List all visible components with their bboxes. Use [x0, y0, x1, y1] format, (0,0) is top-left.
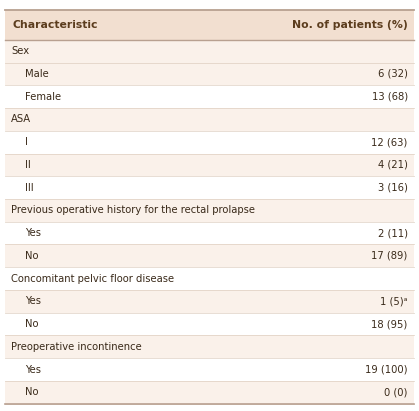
- Text: 13 (68): 13 (68): [372, 92, 408, 102]
- Text: Concomitant pelvic floor disease: Concomitant pelvic floor disease: [11, 274, 174, 284]
- Text: 3 (16): 3 (16): [378, 182, 408, 193]
- Bar: [5, 267, 414, 290]
- Text: 6 (32): 6 (32): [378, 69, 408, 79]
- Bar: [5, 381, 414, 404]
- Text: No: No: [25, 251, 39, 261]
- Bar: [5, 85, 414, 108]
- Text: 1 (5)ᵃ: 1 (5)ᵃ: [380, 296, 408, 306]
- Text: Yes: Yes: [25, 365, 41, 374]
- Bar: [5, 62, 414, 85]
- Text: Preoperative incontinence: Preoperative incontinence: [11, 342, 142, 352]
- Bar: [5, 10, 414, 40]
- Text: 2 (11): 2 (11): [378, 228, 408, 238]
- Text: Characteristic: Characteristic: [13, 20, 98, 30]
- Bar: [5, 199, 414, 222]
- Text: Sex: Sex: [11, 46, 29, 56]
- Text: ASA: ASA: [11, 114, 31, 125]
- Text: No: No: [25, 319, 39, 329]
- Text: III: III: [25, 182, 34, 193]
- Text: Yes: Yes: [25, 296, 41, 306]
- Bar: [5, 358, 414, 381]
- Text: 12 (63): 12 (63): [371, 137, 408, 147]
- Text: II: II: [25, 160, 31, 170]
- Text: Male: Male: [25, 69, 49, 79]
- Bar: [5, 222, 414, 245]
- Text: Yes: Yes: [25, 228, 41, 238]
- Text: 19 (100): 19 (100): [365, 365, 408, 374]
- Bar: [5, 108, 414, 131]
- Bar: [5, 154, 414, 176]
- Bar: [5, 131, 414, 154]
- Bar: [5, 40, 414, 62]
- Text: 4 (21): 4 (21): [378, 160, 408, 170]
- Text: 18 (95): 18 (95): [371, 319, 408, 329]
- Bar: [5, 176, 414, 199]
- Bar: [5, 335, 414, 358]
- Bar: [5, 245, 414, 267]
- Text: 0 (0): 0 (0): [384, 387, 408, 397]
- Text: Female: Female: [25, 92, 61, 102]
- Bar: [5, 290, 414, 313]
- Text: I: I: [25, 137, 28, 147]
- Text: No: No: [25, 387, 39, 397]
- Text: No. of patients (%): No. of patients (%): [292, 20, 408, 30]
- Text: 17 (89): 17 (89): [371, 251, 408, 261]
- Text: Previous operative history for the rectal prolapse: Previous operative history for the recta…: [11, 206, 255, 215]
- Bar: [5, 313, 414, 335]
